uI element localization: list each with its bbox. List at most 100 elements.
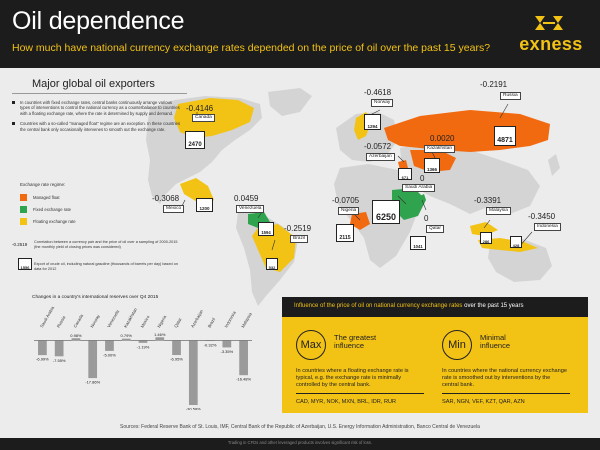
brand-logo[interactable]: exness — [514, 14, 588, 60]
canada-export: 2470 — [188, 142, 202, 148]
nigeria-label: Nigeria — [338, 207, 360, 215]
qatar-region — [420, 194, 426, 202]
category-label: Norway — [89, 313, 101, 329]
legend-title: Exchange rate regime: — [20, 182, 66, 187]
max-currency-codes: CAD, MYR, NOK, MXN, BRL, IDR, RUR — [296, 399, 397, 405]
max-label: The greatest influence — [334, 334, 394, 350]
kazakhstan-label: Kazakhstan — [424, 145, 456, 153]
russia-label: Russia — [500, 92, 521, 100]
category-label: Azerbaijan — [190, 308, 205, 328]
canada-export-pump-icon: 2470 — [185, 131, 205, 149]
azerbaijan-correlation: -0.0572 — [364, 142, 392, 151]
brazil-region — [252, 224, 296, 272]
bar — [105, 340, 114, 351]
bar-value-label: -5.00% — [103, 352, 116, 357]
influence-title-suffix: over the past 15 years — [462, 303, 524, 309]
legend-label: Fixed exchange rate — [33, 207, 71, 212]
bar-value-label: -1.19% — [137, 344, 150, 349]
kazakhstan-export: 1366 — [426, 167, 437, 172]
footer: Trading in CFDs and other leveraged prod… — [0, 438, 600, 450]
bar — [88, 340, 98, 379]
brazil-export: 532 — [268, 265, 276, 270]
risk-disclaimer: Trading in CFDs and other leveraged prod… — [227, 440, 373, 445]
note-text: Countries with a so-called "managed floa… — [20, 121, 181, 132]
azerbaijan-region — [398, 160, 408, 170]
influence-title: Influence of the price of oil on nationa… — [294, 303, 523, 309]
russia-region — [384, 110, 550, 152]
russia-export-pump-icon: 4871 — [494, 126, 516, 146]
azerbaijan-export-pump-icon: 671 — [398, 168, 412, 180]
norway-export-pump-icon: 1294 — [364, 114, 381, 130]
mexico-export-pump-icon: 1200 — [196, 198, 213, 212]
azerbaijan-export: 671 — [401, 175, 409, 180]
brazil-correlation: -0.2519 — [284, 224, 312, 233]
bar-value-label: -6.99% — [36, 357, 49, 362]
max-label-line2: influence — [334, 341, 365, 350]
reserves-chart: Changes in a country's international res… — [26, 295, 258, 410]
legend-swatch — [20, 218, 27, 225]
legend-swatch — [20, 194, 27, 201]
page-subtitle: How much have national currency exchange… — [12, 42, 491, 54]
brazil-export-pump-icon: 532 — [266, 258, 278, 270]
category-label: Qatar — [173, 316, 183, 328]
category-label: Saudi Arabia — [39, 305, 56, 329]
qatar-correlation: 0 — [424, 214, 429, 223]
section-title: Major global oil exporters — [32, 78, 155, 90]
bar-value-label: -3.35% — [221, 349, 234, 354]
bullet-icon — [12, 122, 15, 126]
bar-value-label: 1.46% — [154, 332, 166, 337]
norway-export: 1294 — [367, 124, 378, 129]
bar — [155, 337, 165, 341]
exness-logo-icon — [535, 16, 563, 30]
category-label: Malaysia — [240, 311, 253, 328]
malaysia-export-pump-icon: 286 — [480, 232, 492, 244]
max-badge: Max — [296, 330, 326, 360]
max-label-line1: The greatest — [334, 333, 377, 342]
min-label-line2: influence — [480, 341, 511, 350]
saudi-arabia-export: 6250 — [375, 212, 397, 222]
indonesia-export: 428 — [512, 243, 520, 248]
indonesia-correlation: -0.3450 — [528, 212, 556, 221]
category-label: Venezuela — [106, 308, 120, 328]
category-label: Mexico — [140, 314, 151, 329]
bar-value-label: -0.32% — [204, 343, 217, 348]
saudi-arabia-export-pump-icon: 6250 — [372, 200, 400, 224]
brand-name: exness — [519, 34, 583, 54]
nigeria-correlation: -0.0705 — [332, 196, 360, 205]
canada-label: Canada — [192, 114, 215, 122]
mexico-label: Mexico — [163, 205, 185, 213]
greenland-land — [268, 88, 312, 116]
max-description: In countries where a floating exchange r… — [296, 368, 409, 388]
sources-text: Sources: Federal Reserve Bank of St. Lou… — [120, 424, 480, 430]
legend-label: Floating exchange rate — [33, 219, 76, 224]
max-divider — [296, 393, 424, 394]
category-label: Nigeria — [156, 314, 167, 329]
azerbaijan-label: Azerbaijan — [366, 153, 395, 161]
bar-value-label: -6.95% — [170, 357, 183, 362]
norway-correlation: -0.4618 — [364, 88, 392, 97]
section-divider — [12, 93, 187, 94]
category-label: Russia — [56, 314, 67, 328]
bar — [71, 338, 81, 341]
nigeria-region — [350, 212, 370, 230]
bullet-icon — [12, 101, 15, 104]
russia-export: 4871 — [497, 137, 513, 144]
bar — [38, 340, 47, 356]
bar-value-label: -30.58% — [186, 406, 201, 410]
legend-value-sample: -0.2519 — [12, 242, 28, 247]
note-item: In countries with fixed exchange rates, … — [12, 100, 182, 116]
category-label: Canada — [72, 313, 84, 329]
mexico-export: 1200 — [199, 206, 210, 211]
influence-title-prefix: Influence of the price of oil on nationa… — [294, 303, 463, 309]
russia-correlation: -0.2191 — [480, 80, 508, 89]
header: Oil dependence How much have national cu… — [0, 0, 600, 68]
bar-value-label: -7.55% — [53, 358, 66, 363]
bar-value-label: -17.86% — [85, 380, 100, 385]
chart-title: Changes in a country's international res… — [32, 295, 159, 300]
bar — [188, 340, 198, 405]
mexico-correlation: -0.3068 — [152, 194, 180, 203]
indonesia-label: Indonesia — [534, 223, 561, 231]
malaysia-correlation: -0.3391 — [474, 196, 502, 205]
category-label: Brazil — [207, 317, 217, 329]
